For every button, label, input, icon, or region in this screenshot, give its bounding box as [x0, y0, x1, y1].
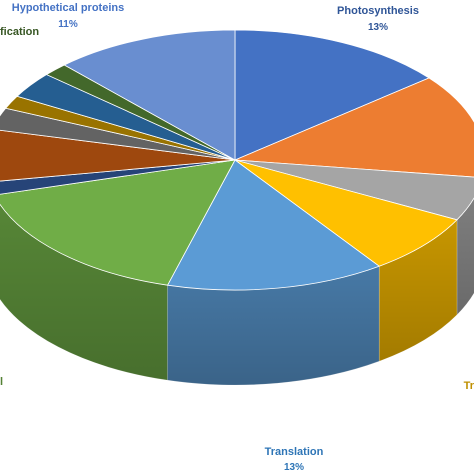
label-tr: Tr: [464, 380, 474, 392]
slice-0-photosynthesis: [234, 29, 430, 161]
slice-5-l-side-shading: [0, 204, 168, 381]
label-photosynthesis: Photosynthesis: [337, 5, 419, 17]
slice-12-hypothetical-proteins: [63, 29, 236, 161]
label-l: l: [0, 376, 3, 388]
slice-4-translation-side-shading: [167, 266, 380, 386]
slice-4-translation: [166, 159, 381, 291]
label-translation: Translation: [265, 446, 324, 458]
pie-slices: [0, 29, 474, 291]
label-fication: fication: [0, 26, 39, 38]
slice-6-slice: [0, 159, 236, 195]
slice-3-tr: [234, 159, 458, 267]
slice-3-tr-side-shading: [379, 219, 457, 362]
slice-5-l: [0, 159, 236, 286]
percent-hypothetical-proteins: 11%: [58, 19, 78, 30]
percent-translation: 13%: [284, 462, 304, 473]
slice-2-slice-side-shading: [456, 198, 474, 315]
slice-7-slice: [0, 129, 236, 182]
label-hypothetical-proteins: Hypothetical proteins: [12, 2, 124, 14]
slice-1-slice: [234, 77, 474, 178]
percent-photosynthesis: 13%: [368, 22, 388, 33]
